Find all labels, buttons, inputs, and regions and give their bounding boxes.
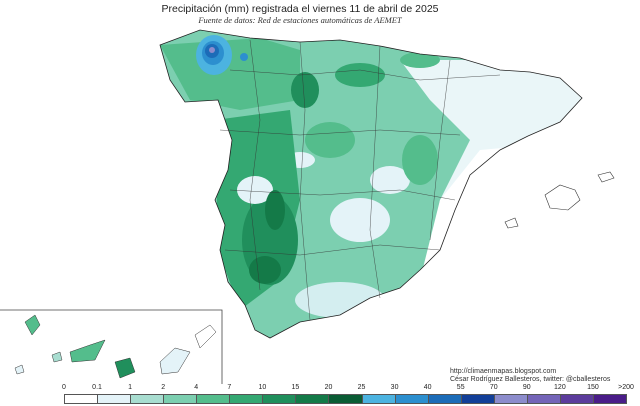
legend-swatch <box>493 394 528 404</box>
legend-label: 55 <box>456 384 465 391</box>
legend-swatch <box>592 394 627 404</box>
credits-website: http://climaenmapas.blogspot.com <box>450 368 557 375</box>
legend-swatch <box>163 394 198 404</box>
legend-swatch <box>97 394 132 404</box>
legend-label: 25 <box>357 384 366 391</box>
legend-label: 2 <box>161 384 166 391</box>
legend-label: 150 <box>587 384 599 391</box>
precipitation-legend: 0 0.1 1 2 4 7 10 15 20 25 30 40 55 70 90 120 150 >200 <box>0 384 640 406</box>
legend-swatch <box>361 394 396 404</box>
credits-author: César Rodríguez Ballesteros, twitter: @c… <box>450 376 611 383</box>
legend-label: 7 <box>227 384 232 391</box>
legend-swatch <box>328 394 363 404</box>
legend-label: 90 <box>522 384 531 391</box>
legend-swatch <box>262 394 297 404</box>
map-subtitle: Fuente de datos: Red de estaciones autom… <box>198 15 402 25</box>
legend-swatch <box>559 394 594 404</box>
legend-label: 70 <box>489 384 498 391</box>
legend-label: 40 <box>423 384 432 391</box>
peninsula-shading <box>160 30 582 338</box>
canary-islands-inset <box>0 309 223 384</box>
credits: http://climaenmapas.blogspot.com César R… <box>450 368 610 384</box>
legend-swatch <box>196 394 231 404</box>
legend-label: 0.1 <box>92 384 102 391</box>
legend-swatch <box>526 394 561 404</box>
legend-swatch <box>64 394 99 404</box>
balearic-islands <box>504 171 615 229</box>
legend-swatch <box>295 394 330 404</box>
province-borders <box>219 39 501 321</box>
legend-label: 0 <box>62 384 66 391</box>
legend-swatch <box>130 394 165 404</box>
legend-label: 10 <box>258 384 267 391</box>
legend-label: 15 <box>291 384 300 391</box>
legend-swatch <box>427 394 462 404</box>
peninsula-outline <box>159 29 583 339</box>
legend-swatch <box>394 394 429 404</box>
legend-label: 20 <box>324 384 333 391</box>
legend-label: 30 <box>390 384 399 391</box>
legend-swatch <box>460 394 495 404</box>
map-title: Precipitación (mm) registrada el viernes… <box>161 3 439 15</box>
legend-swatch <box>229 394 264 404</box>
precipitation-map <box>0 29 615 384</box>
legend-label: 4 <box>194 384 199 391</box>
legend-label: 120 <box>554 384 566 391</box>
legend-label: >200 <box>618 384 634 391</box>
legend-label: 1 <box>128 384 133 391</box>
